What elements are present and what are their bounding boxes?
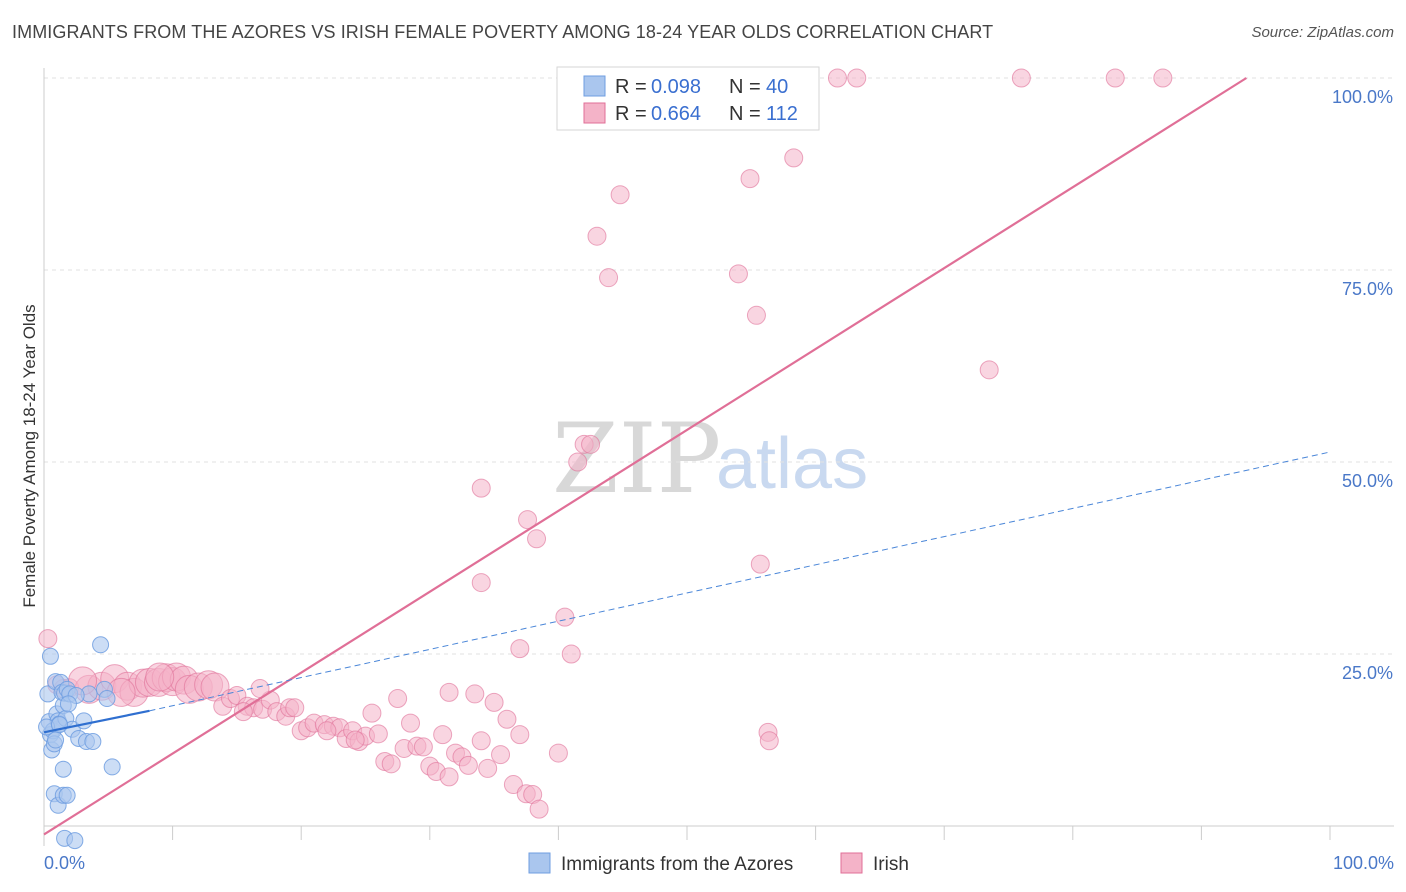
legend-irish-r-label: R = — [615, 103, 647, 125]
source-label: Source: ZipAtlas.com — [1251, 24, 1394, 41]
irish-point — [518, 510, 538, 530]
azores-point — [41, 647, 59, 665]
irish-point — [510, 725, 530, 745]
azores-point — [84, 733, 102, 751]
irish-point — [529, 799, 549, 819]
irish-point — [439, 682, 459, 702]
irish-point — [368, 724, 388, 744]
irish-point — [587, 226, 607, 246]
irish-point — [750, 554, 770, 574]
irish-point — [471, 573, 491, 593]
azores-point — [92, 636, 110, 654]
y-tick-label: 25.0% — [1342, 663, 1393, 683]
bottom-legend-label-azores: Immigrants from the Azores — [561, 854, 793, 875]
irish-point — [381, 754, 401, 774]
trend-lines — [43, 77, 1331, 836]
legend-swatch-azores — [583, 75, 606, 97]
azores-point — [103, 758, 121, 776]
irish-trend-line — [43, 77, 1247, 836]
y-tick-label: 100.0% — [1332, 87, 1393, 107]
irish-point — [413, 737, 433, 757]
irish-point — [491, 745, 511, 765]
gridlines — [44, 77, 1394, 655]
irish-point — [610, 185, 630, 205]
bottom-legend-label-irish: Irish — [873, 854, 909, 875]
irish-point — [728, 264, 748, 284]
irish-point — [979, 360, 999, 380]
irish-point — [555, 607, 575, 627]
irish-point — [581, 434, 601, 454]
bottom-legend: Immigrants from the Azores Irish — [528, 852, 909, 875]
y-tick-label: 50.0% — [1342, 471, 1393, 491]
irish-point — [746, 305, 766, 325]
azores-point — [54, 760, 72, 778]
azores-trend-extension — [149, 451, 1331, 712]
irish-point — [784, 148, 804, 168]
azores-point — [66, 832, 84, 850]
irish-point — [471, 478, 491, 498]
irish-point — [1153, 68, 1173, 88]
legend-azores-n-label: N = — [729, 76, 761, 98]
watermark-atlas: atlas — [716, 424, 868, 504]
irish-point — [827, 68, 847, 88]
bottom-legend-swatch-azores — [528, 852, 551, 874]
azores-point — [58, 786, 76, 804]
irish-point — [759, 731, 779, 751]
azores-point — [59, 695, 77, 713]
irish-point — [388, 689, 408, 709]
irish-point — [568, 452, 588, 472]
y-tick-label: 75.0% — [1342, 279, 1393, 299]
legend-azores-n-value: 40 — [766, 76, 788, 98]
legend-irish-r-value: 0.664 — [651, 103, 701, 125]
irish-point — [38, 629, 58, 649]
irish-point — [317, 721, 337, 741]
irish-point — [478, 758, 498, 778]
irish-point — [362, 703, 382, 723]
azores-point — [47, 731, 65, 749]
legend-azores-r-label: R = — [615, 76, 647, 98]
irish-point — [345, 730, 365, 750]
irish-point — [145, 662, 175, 692]
irish-point — [527, 529, 547, 549]
chart-title: IMMIGRANTS FROM THE AZORES VS IRISH FEMA… — [12, 22, 994, 42]
irish-point — [1105, 68, 1125, 88]
irish-point — [503, 775, 523, 795]
irish-point — [510, 639, 530, 659]
irish-point — [599, 268, 619, 288]
x-axis-ticks — [172, 826, 1331, 840]
irish-point — [740, 169, 760, 189]
y-axis-label: Female Poverty Among 18-24 Year Olds — [20, 304, 39, 607]
irish-point — [484, 692, 504, 712]
irish-point — [285, 698, 305, 718]
irish-point — [401, 713, 421, 733]
series-azores-points — [38, 636, 121, 850]
legend-irish-n-label: N = — [729, 103, 761, 125]
legend-irish-n-value: 112 — [766, 103, 798, 125]
legend-azores-r-value: 0.098 — [651, 76, 701, 98]
irish-point — [458, 755, 478, 775]
irish-point — [465, 684, 485, 704]
x-tick-label-min: 0.0% — [44, 853, 85, 873]
irish-point — [471, 731, 491, 751]
irish-point — [561, 644, 581, 664]
irish-point — [433, 725, 453, 745]
x-tick-label-max: 100.0% — [1333, 853, 1394, 873]
bottom-legend-swatch-irish — [840, 852, 863, 874]
legend-swatch-irish — [583, 102, 606, 124]
irish-point — [439, 767, 459, 787]
azores-point — [98, 690, 116, 708]
irish-point — [1011, 68, 1031, 88]
y-tick-labels: 25.0% 50.0% 75.0% 100.0% — [1332, 87, 1393, 683]
azores-trend-line — [43, 709, 150, 734]
irish-point — [548, 743, 568, 763]
irish-point — [497, 709, 517, 729]
irish-point — [847, 68, 867, 88]
legend-box: R = 0.098 N = 40 R = 0.664 N = 112 — [556, 66, 820, 131]
